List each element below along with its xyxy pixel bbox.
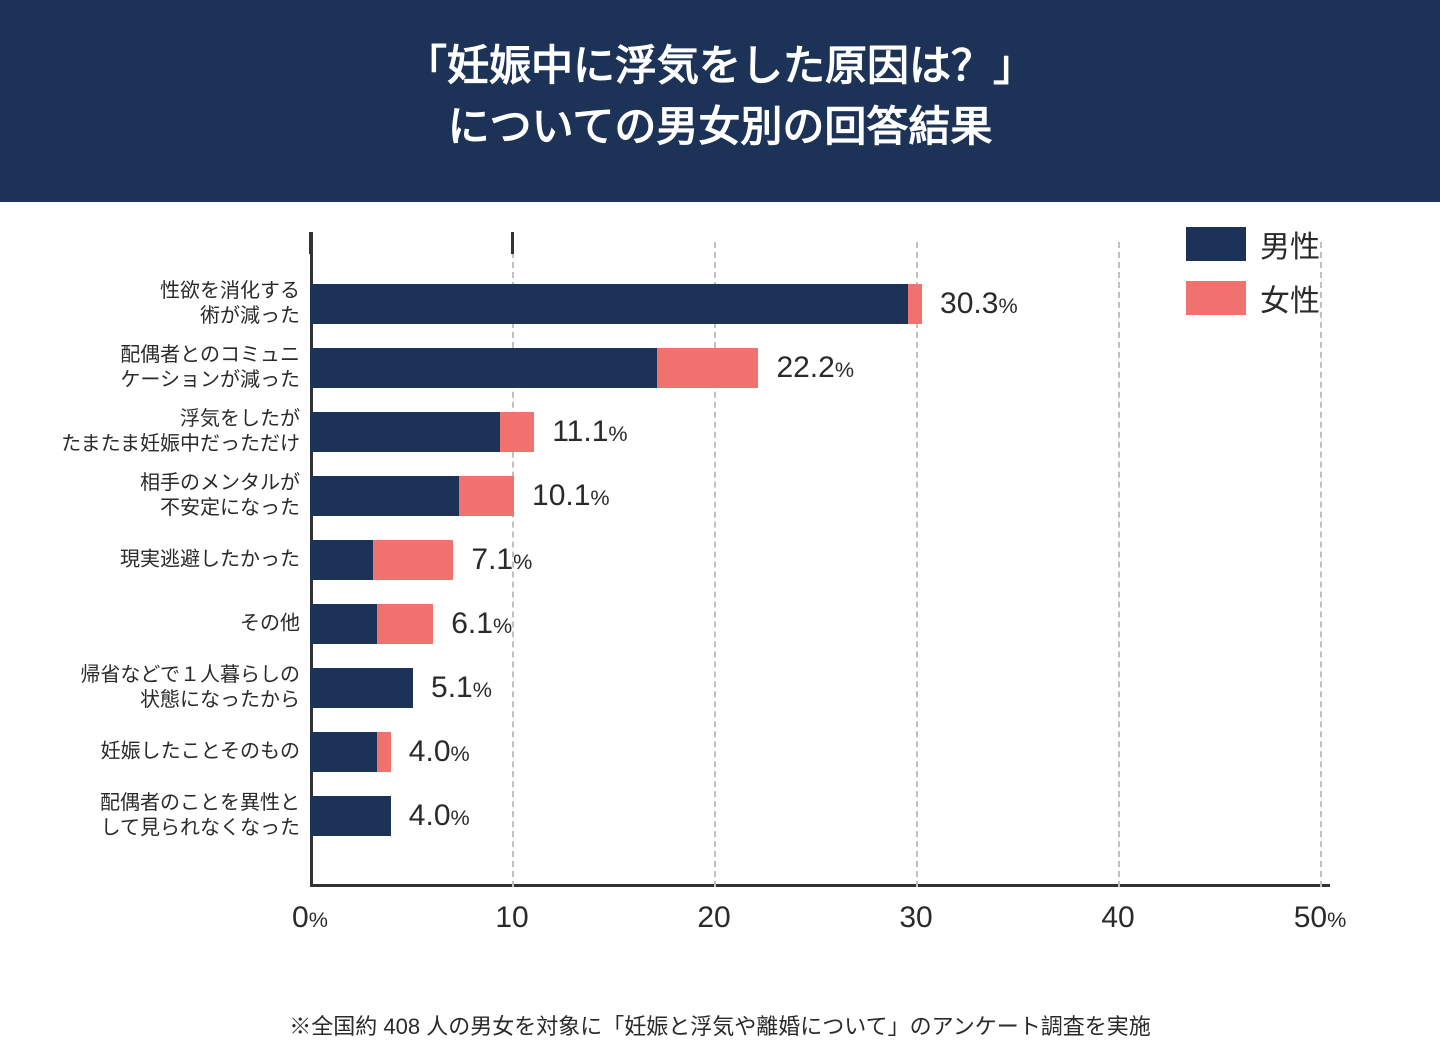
bar-segment-female [657, 348, 758, 388]
bar-segment-male [310, 796, 391, 836]
category-label: 妊娠したことそのもの [50, 739, 300, 764]
category-label: 相手のメンタルが 不安定になった [50, 471, 300, 521]
axis-tick [309, 232, 312, 254]
legend-swatch [1186, 281, 1246, 315]
bar-value-label: 22.2% [776, 351, 854, 385]
footnote-text: ※全国約 408 人の男女を対象に「妊娠と浮気や離婚について」のアンケート調査を… [289, 1014, 1150, 1039]
bar-segment-female [459, 476, 514, 516]
x-tick-label: 0% [292, 901, 328, 935]
x-tick-label: 40 [1101, 901, 1134, 935]
category-label: 帰省などで１人暮らしの 状態になったから [50, 663, 300, 713]
bar-value-label: 4.0% [409, 799, 470, 833]
legend-label: 男性 [1260, 222, 1320, 266]
x-tick-label: 30 [899, 901, 932, 935]
bar-value-label: 11.1% [552, 415, 627, 449]
bar-segment-female [908, 284, 922, 324]
bar-row: 浮気をしたが たまたま妊娠中だっただけ11.1% [310, 412, 1320, 452]
category-label: 配偶者とのコミュニ ケーションが減った [50, 343, 300, 393]
x-tick-label: 50% [1294, 901, 1347, 935]
bar-segment-male [310, 604, 377, 644]
category-label: 現実逃避したかった [50, 547, 300, 572]
bar-segment-male [310, 284, 908, 324]
bar-row: 妊娠したことそのもの4.0% [310, 732, 1320, 772]
bar-row: 配偶者とのコミュニ ケーションが減った22.2% [310, 348, 1320, 388]
legend-swatch [1186, 227, 1246, 261]
bar-segment-female [500, 412, 534, 452]
legend-label: 女性 [1260, 276, 1320, 320]
footnote: ※全国約 408 人の男女を対象に「妊娠と浮気や離婚について」のアンケート調査を… [0, 997, 1440, 1041]
bar-segment-male [310, 668, 413, 708]
chart-wrapper: 0%1020304050%性欲を消化する 術が減った30.3%配偶者とのコミュニ… [50, 202, 1390, 997]
bar-segment-male [310, 540, 373, 580]
bar-value-label: 5.1% [431, 671, 492, 705]
category-label: その他 [50, 611, 300, 636]
category-label: 性欲を消化する 術が減った [50, 279, 300, 329]
bar-value-label: 6.1% [451, 607, 512, 641]
plot-area: 0%1020304050%性欲を消化する 術が減った30.3%配偶者とのコミュニ… [310, 242, 1320, 887]
x-tick-label: 20 [697, 901, 730, 935]
x-axis [310, 884, 1330, 887]
bar-segment-male [310, 476, 459, 516]
title-line-1: 「妊娠中に浮気をした原因は？」 [20, 36, 1420, 97]
bar-row: 帰省などで１人暮らしの 状態になったから5.1% [310, 668, 1320, 708]
bar-row: 現実逃避したかった7.1% [310, 540, 1320, 580]
bar-value-label: 4.0% [409, 735, 470, 769]
category-label: 配偶者のことを異性と して見られなくなった [50, 791, 300, 841]
bar-segment-female [377, 604, 434, 644]
category-label: 浮気をしたが たまたま妊娠中だっただけ [50, 407, 300, 457]
bar-segment-male [310, 732, 377, 772]
bar-row: その他6.1% [310, 604, 1320, 644]
title-line-2: についての男女別の回答結果 [20, 97, 1420, 158]
bar-row: 相手のメンタルが 不安定になった10.1% [310, 476, 1320, 516]
grid-line [1320, 242, 1322, 887]
bar-value-label: 10.1% [532, 479, 610, 513]
chart-area: 0%1020304050%性欲を消化する 術が減った30.3%配偶者とのコミュニ… [50, 202, 1390, 997]
bar-value-label: 7.1% [471, 543, 532, 577]
bar-row: 性欲を消化する 術が減った30.3% [310, 284, 1320, 324]
legend-item: 女性 [1186, 276, 1320, 320]
bar-segment-male [310, 412, 500, 452]
bar-segment-female [373, 540, 454, 580]
legend: 男性女性 [1186, 222, 1320, 330]
bar-segment-male [310, 348, 657, 388]
chart-header: 「妊娠中に浮気をした原因は？」 についての男女別の回答結果 [0, 0, 1440, 202]
axis-tick [511, 232, 514, 254]
x-tick-label: 10 [495, 901, 528, 935]
bar-value-label: 30.3% [940, 287, 1018, 321]
bar-row: 配偶者のことを異性と して見られなくなった4.0% [310, 796, 1320, 836]
bar-segment-female [377, 732, 391, 772]
legend-item: 男性 [1186, 222, 1320, 266]
